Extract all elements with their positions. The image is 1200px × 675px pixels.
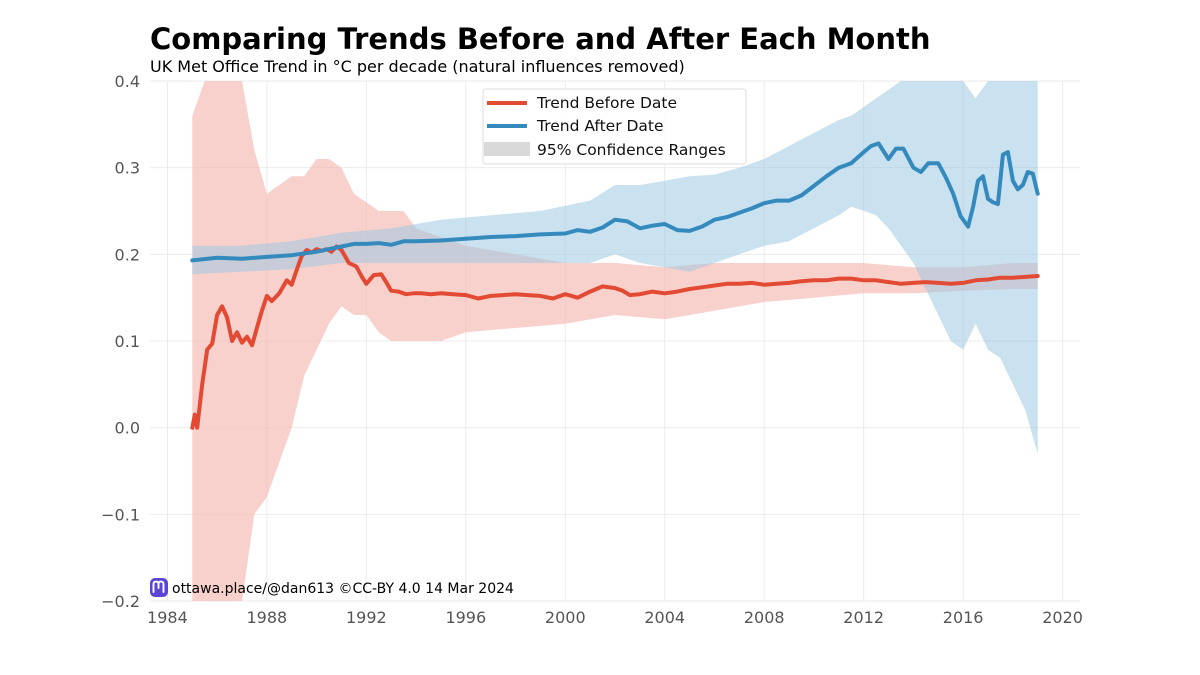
chart-title: Comparing Trends Before and After Each M… [150,22,931,56]
x-tick-label: 1984 [147,608,188,627]
x-tick-label: 1992 [346,608,387,627]
legend-label-after: Trend After Date [536,117,664,135]
y-tick-label: 0.2 [115,245,140,264]
trend-lines [190,141,1040,430]
chart-subtitle: UK Met Office Trend in °C per decade (na… [150,57,685,76]
y-tick-label: 0.0 [115,419,140,438]
y-tick-label: 0.3 [115,159,140,178]
y-tick-label: −0.1 [101,505,140,524]
credit: ottawa.place/@dan613 ©CC-BY 4.0 14 Mar 2… [150,578,514,597]
x-axis-ticks: 1984 1988 1992 1996 2000 2004 2008 2012 2016 2020 [147,608,1083,627]
x-tick-label: 2004 [644,608,685,627]
y-axis-ticks: −0.2 −0.1 0.0 0.1 0.2 0.3 0.4 [101,72,140,611]
legend: Trend Before Date Trend After Date 95% C… [482,88,747,165]
y-tick-label: 0.1 [115,332,140,351]
y-tick-label: −0.2 [101,592,140,611]
x-tick-label: 2008 [744,608,785,627]
x-tick-label: 1996 [445,608,486,627]
y-tick-label: 0.4 [115,72,140,91]
legend-label-before: Trend Before Date [536,94,677,112]
mastodon-icon [150,578,168,597]
x-tick-label: 2012 [843,608,884,627]
series-line-trend-before-date [190,244,1040,430]
x-tick-label: 1988 [247,608,288,627]
x-tick-label: 2016 [943,608,984,627]
legend-box [482,88,747,165]
series-line-trend-after-date [190,141,1040,263]
credit-text: ottawa.place/@dan613 ©CC-BY 4.0 14 Mar 2… [172,581,514,597]
legend-swatch-band [484,142,530,156]
x-tick-label: 2000 [545,608,586,627]
x-tick-label: 2020 [1042,608,1083,627]
legend-label-band: 95% Confidence Ranges [537,141,726,159]
